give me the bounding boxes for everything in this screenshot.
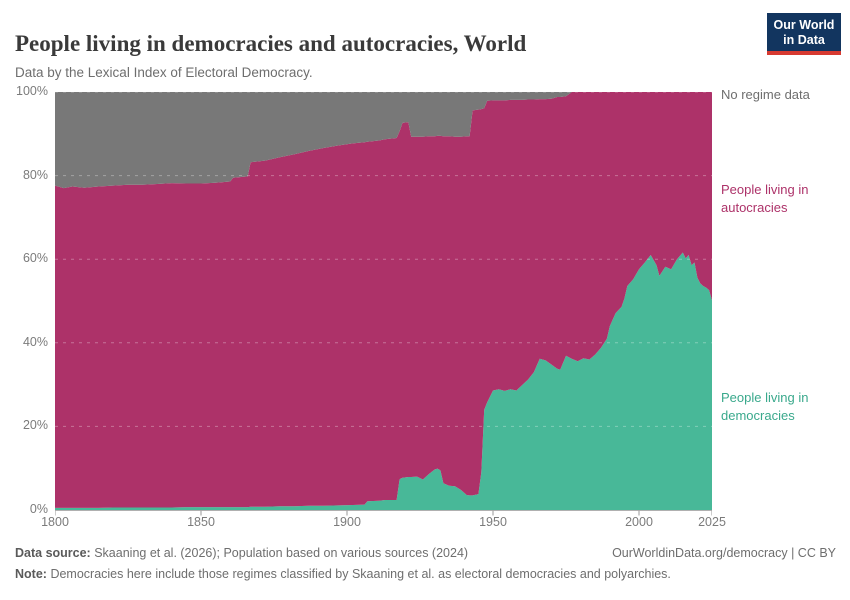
x-axis-label-1950: 1950: [479, 515, 507, 529]
stacked-area-plot[interactable]: [55, 92, 712, 517]
data-source-line: Data source: Skaaning et al. (2026); Pop…: [15, 546, 468, 560]
chart-subtitle: Data by the Lexical Index of Electoral D…: [15, 64, 313, 80]
y-axis-label-20: 20%: [22, 418, 48, 433]
data-source-label: Data source:: [15, 546, 91, 560]
area-democracies[interactable]: [55, 252, 712, 511]
owid-logo-line2: in Data: [783, 33, 825, 47]
x-axis-label-1900: 1900: [333, 515, 361, 529]
note-label: Note:: [15, 567, 47, 581]
owid-link[interactable]: OurWorldinData.org/democracy | CC BY: [612, 546, 836, 560]
area-no_regime_data[interactable]: [55, 92, 712, 189]
owid-logo-line1: Our World: [773, 18, 835, 32]
y-axis-label-80: 80%: [22, 167, 48, 182]
series-label-democracies[interactable]: People living in democracies: [721, 390, 809, 423]
y-axis-label-40: 40%: [22, 334, 48, 349]
owid-link-line: OurWorldinData.org/democracy | CC BY: [612, 546, 836, 560]
x-axis-label-2000: 2000: [625, 515, 653, 529]
x-axis-label-1800: 1800: [41, 515, 69, 529]
x-axis-label-1850: 1850: [187, 515, 215, 529]
y-axis-label-60: 60%: [22, 251, 48, 266]
note-text: Democracies here include those regimes c…: [50, 567, 671, 581]
series-label-autocracies[interactable]: People living in autocracies: [721, 182, 809, 215]
y-axis-label-100: 100%: [16, 84, 48, 98]
page-title: People living in democracies and autocra…: [15, 31, 527, 57]
y-axis-label-0: 0%: [29, 502, 48, 516]
x-axis-label-2025: 2025: [698, 515, 726, 529]
note-line: Note: Democracies here include those reg…: [15, 567, 671, 581]
area-autocracies[interactable]: [55, 92, 712, 508]
data-source-text: Skaaning et al. (2026); Population based…: [94, 546, 469, 560]
owid-logo[interactable]: Our World in Data: [767, 13, 841, 55]
series-label-no-regime-data[interactable]: No regime data: [721, 87, 810, 102]
